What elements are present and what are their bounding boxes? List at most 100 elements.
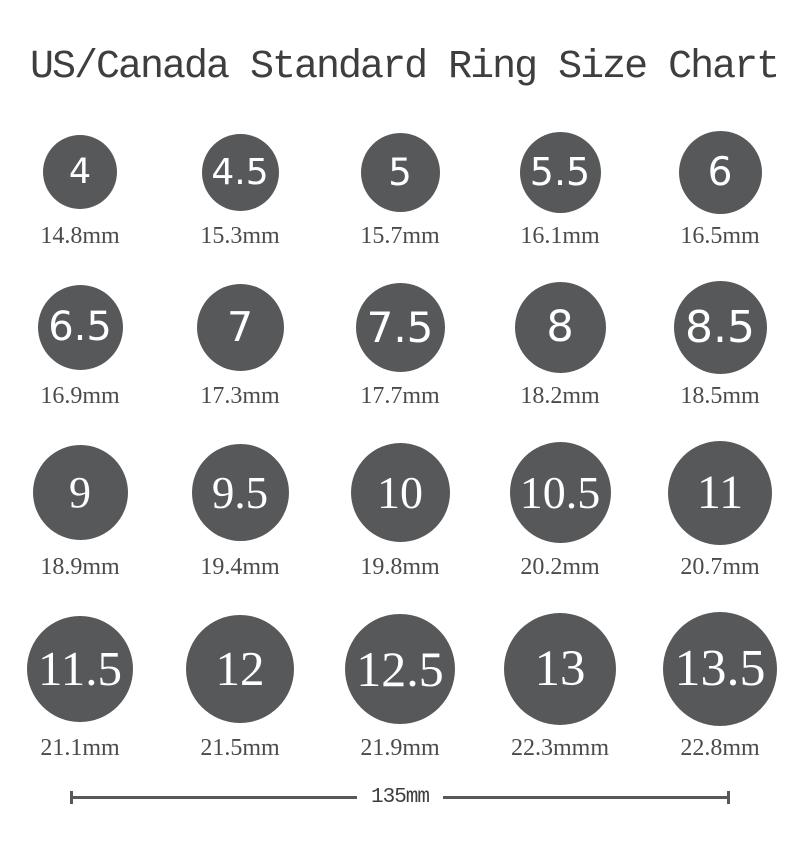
ring-circle: 4: [43, 135, 117, 209]
ring-size-number: 5: [388, 150, 412, 194]
ring-size-cell: 8 18.2mm: [480, 279, 640, 411]
ring-circle-wrap: 10: [350, 439, 450, 546]
ring-size-cell: 4 14.8mm: [0, 129, 160, 251]
ring-circle-wrap: 6: [678, 129, 762, 215]
ring-diameter-label: 18.9mm: [40, 554, 120, 580]
ring-diameter-label: 17.7mm: [360, 383, 440, 409]
ring-circle: 12.5: [345, 613, 455, 724]
ring-size-cell: 5 15.7mm: [320, 129, 480, 251]
ring-circle: 11.5: [27, 615, 133, 722]
ring-size-cell: 10 19.8mm: [320, 439, 480, 582]
ring-diameter-label: 21.5mm: [200, 735, 280, 761]
ring-size-cell: 8.5 18.5mm: [640, 279, 800, 411]
ring-diameter-label: 18.5mm: [680, 383, 760, 409]
ring-size-cell: 6.5 16.9mm: [0, 279, 160, 411]
ring-circle-wrap: 9.5: [191, 439, 289, 546]
ring-size-number: 7.5: [366, 302, 434, 352]
ring-size-cell: 7 17.3mm: [160, 279, 320, 411]
ring-diameter-label: 21.9mm: [360, 735, 440, 761]
ring-size-cell: 5.5 16.1mm: [480, 129, 640, 251]
ring-diameter-label: 20.7mm: [680, 554, 760, 580]
ring-circle: 8.5: [673, 280, 767, 374]
ring-circle-wrap: 11.5: [27, 610, 133, 727]
ring-circle: 10: [350, 443, 450, 542]
ring-diameter-label: 19.4mm: [200, 554, 280, 580]
ring-size-number: 13.5: [674, 640, 766, 697]
ring-size-number: 13: [534, 640, 586, 697]
ring-circle-wrap: 12.5: [345, 610, 455, 727]
ring-circle-wrap: 5: [360, 129, 440, 215]
ring-circle: 7.5: [355, 282, 445, 372]
ring-circle-wrap: 8.5: [673, 279, 767, 375]
ring-size-number: 6.5: [48, 304, 112, 350]
ring-circle: 10.5: [509, 442, 611, 543]
ring-circle-wrap: 13.5: [663, 610, 777, 727]
ring-size-number: 10: [377, 467, 423, 518]
ring-size-cell: 13 22.3mmm: [480, 610, 640, 763]
ring-size-number: 8: [546, 302, 574, 352]
ring-circle: 13: [504, 612, 616, 725]
ring-size-grid: 4 14.8mm 4.5 15.3mm 5 15.7mm 5.5 16.1mm 6 16.5mm 6…: [0, 129, 800, 763]
ring-size-cell: 13.5 22.8mm: [640, 610, 800, 763]
ring-size-number: 12: [215, 641, 265, 696]
ring-size-number: 11.5: [38, 641, 122, 696]
ring-circle-wrap: 10.5: [509, 439, 611, 546]
ring-diameter-label: 21.1mm: [40, 735, 120, 761]
scale-bar-label: 135mm: [371, 786, 430, 809]
ring-size-cell: 11 20.7mm: [640, 439, 800, 582]
ring-diameter-label: 16.5mm: [680, 223, 760, 249]
ring-circle: 6.5: [37, 284, 123, 370]
ring-circle-wrap: 12: [186, 610, 294, 727]
ring-diameter-label: 14.8mm: [40, 223, 120, 249]
ring-circle: 4.5: [201, 133, 279, 211]
ring-size-number: 5.5: [529, 150, 591, 194]
ring-diameter-label: 16.9mm: [40, 383, 120, 409]
ring-size-cell: 12.5 21.9mm: [320, 610, 480, 763]
ring-circle-wrap: 11: [668, 439, 772, 546]
ring-circle: 5: [360, 132, 440, 212]
ring-size-number: 4: [68, 152, 92, 192]
scale-bar-line-right: [443, 796, 728, 799]
ring-circle: 8: [514, 281, 606, 373]
ring-circle-wrap: 4: [43, 129, 117, 215]
ring-circle: 9: [32, 445, 128, 540]
ring-circle-wrap: 5.5: [519, 129, 601, 215]
ring-circle-wrap: 8: [514, 279, 606, 375]
ring-size-row: 4 14.8mm 4.5 15.3mm 5 15.7mm 5.5 16.1mm 6 16.5mm: [0, 129, 800, 251]
ring-circle-wrap: 9: [32, 439, 128, 546]
ring-size-number: 11: [696, 466, 744, 519]
ring-size-number: 9.5: [211, 467, 269, 518]
scale-bar: 135mm: [70, 786, 731, 809]
ring-size-number: 9: [69, 468, 91, 517]
ring-size-number: 7: [226, 303, 254, 351]
ring-circle-wrap: 7.5: [355, 279, 445, 375]
ring-size-cell: 9 18.9mm: [0, 439, 160, 582]
ring-size-cell: 11.5 21.1mm: [0, 610, 160, 763]
ring-size-cell: 10.5 20.2mm: [480, 439, 640, 582]
ring-diameter-label: 22.8mm: [680, 735, 760, 761]
ring-size-number: 10.5: [519, 467, 601, 518]
page-title: US/Canada Standard Ring Size Chart: [30, 45, 780, 90]
ring-diameter-label: 20.2mm: [520, 554, 600, 580]
scale-bar-right-cap-icon: [727, 791, 731, 804]
ring-size-row: 11.5 21.1mm 12 21.5mm 12.5 21.9mm 13 22.3mmm 13.…: [0, 610, 800, 763]
ring-circle: 11: [668, 440, 772, 545]
ring-diameter-label: 19.8mm: [360, 554, 440, 580]
ring-diameter-label: 16.1mm: [520, 223, 600, 249]
ring-diameter-label: 17.3mm: [200, 383, 280, 409]
ring-size-number: 4.5: [211, 151, 269, 193]
ring-diameter-label: 15.3mm: [200, 223, 280, 249]
ring-circle-wrap: 6.5: [37, 279, 123, 375]
ring-size-row: 9 18.9mm 9.5 19.4mm 10 19.8mm 10.5 20.2mm 11 20.7…: [0, 439, 800, 582]
ring-size-number: 12.5: [356, 640, 444, 697]
ring-size-cell: 6 16.5mm: [640, 129, 800, 251]
ring-diameter-label: 18.2mm: [520, 383, 600, 409]
ring-circle: 9.5: [191, 444, 289, 541]
ring-circle: 13.5: [663, 611, 777, 726]
ring-size-row: 6.5 16.9mm 7 17.3mm 7.5 17.7mm 8 18.2mm 8.5 18.5m…: [0, 279, 800, 411]
scale-bar-left-cap-icon: [70, 791, 73, 804]
ring-circle: 7: [196, 283, 284, 371]
ring-size-cell: 12 21.5mm: [160, 610, 320, 763]
ring-circle-wrap: 7: [196, 279, 284, 375]
